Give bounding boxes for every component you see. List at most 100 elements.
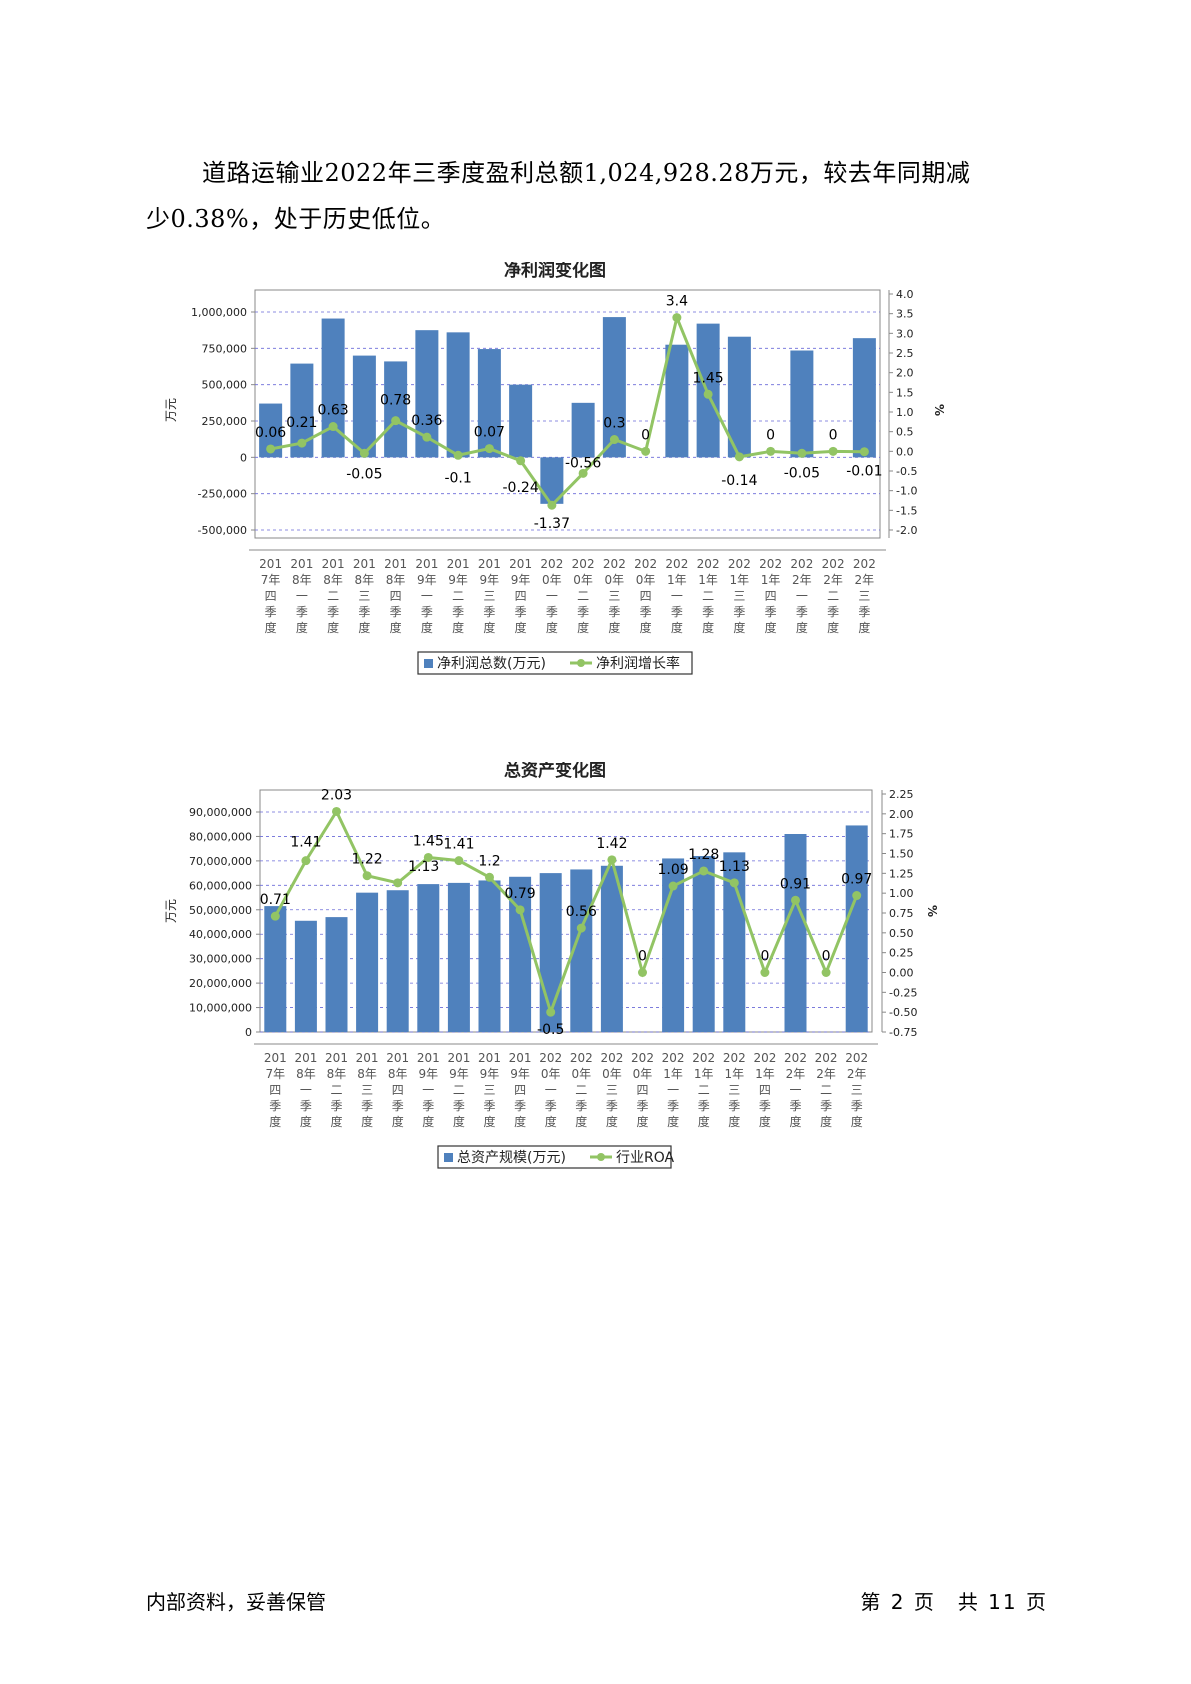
legend-swatch-point: [577, 659, 585, 667]
y2-tick-label: 1.00: [889, 887, 914, 900]
x-tick-label: 9年: [480, 1067, 500, 1081]
x-tick-label: 二: [327, 589, 339, 603]
x-tick-label: 度: [361, 1114, 373, 1129]
legend-box: [417, 651, 693, 675]
data-label: 1.42: [596, 836, 627, 852]
x-tick-label: 202: [631, 1051, 654, 1065]
bar: [727, 336, 751, 458]
x-tick-label: 202: [753, 1051, 776, 1065]
line-point: [266, 444, 276, 454]
data-label: 0.97: [841, 872, 872, 888]
x-tick-label: 二: [577, 589, 589, 603]
x-tick-label: 一: [671, 589, 683, 603]
x-tick-label: 202: [759, 557, 782, 571]
x-tick-label: 8年: [386, 573, 406, 587]
data-label: 1.09: [658, 862, 689, 878]
x-tick-label: 季: [759, 1099, 771, 1113]
paragraph-line-1: 道路运输业2022年三季度盈利总额1,024,928.28万元，较去年同期减: [202, 159, 971, 187]
x-tick-label: 202: [540, 557, 563, 571]
bar: [294, 920, 317, 1032]
x-tick-label: 202: [853, 557, 876, 571]
x-tick-label: 三: [728, 1083, 740, 1097]
x-tick-label: 202: [790, 557, 813, 571]
data-label: 0.56: [566, 904, 597, 920]
chart-title: 总资产变化图: [504, 762, 606, 781]
x-tick-label: 四: [392, 1083, 404, 1097]
data-label: 3.4: [666, 294, 688, 310]
bar: [852, 338, 876, 458]
x-tick-label: 度: [390, 620, 402, 635]
line-point: [297, 438, 307, 448]
x-tick-label: 8年: [357, 1067, 377, 1081]
x-tick-label: 度: [514, 1114, 526, 1129]
y-tick-label: 60,000,000: [189, 879, 252, 892]
x-tick-label: 季: [575, 1099, 587, 1113]
data-label: 0.71: [260, 892, 291, 908]
y-axis-label: 万元: [164, 899, 178, 923]
x-tick-label: 202: [665, 557, 688, 571]
x-tick-label: 0年: [542, 573, 562, 587]
data-label: -0.05: [784, 465, 820, 481]
y2-tick-label: -0.5: [896, 465, 917, 478]
data-label: 0.79: [505, 886, 536, 902]
x-tick-label: 二: [575, 1083, 587, 1097]
x-tick-label: 度: [789, 1114, 801, 1129]
legend-box: [437, 1145, 672, 1169]
y2-axis-label: %: [925, 905, 939, 917]
x-tick-label: 201: [353, 557, 376, 571]
x-tick-label: 度: [300, 1114, 312, 1129]
line-point: [484, 444, 494, 454]
x-tick-label: 度: [546, 620, 558, 635]
x-tick-label: 三: [851, 1083, 863, 1097]
y2-tick-label: 1.0: [896, 406, 914, 419]
y-tick-label: 0: [245, 1026, 252, 1039]
x-tick-label: 度: [358, 620, 370, 635]
line-point: [668, 881, 678, 891]
x-tick-label: 季: [483, 1099, 495, 1113]
x-tick-label: 度: [851, 1114, 863, 1129]
footer-confidential: 内部资料，妥善保管: [146, 1590, 326, 1614]
x-tick-label: 季: [640, 605, 652, 619]
y-tick-label: 0: [240, 451, 247, 464]
x-tick-label: 2年: [786, 1067, 806, 1081]
bar: [290, 363, 314, 458]
bar: [325, 917, 348, 1032]
x-tick-label: 度: [575, 1114, 587, 1129]
x-tick-label: 季: [392, 1099, 404, 1113]
paragraph-line-2: 少0.38%，处于历史低位。: [146, 205, 446, 233]
x-tick-label: 7年: [261, 573, 281, 587]
data-label: 1.28: [688, 847, 719, 863]
x-tick-label: 度: [636, 1114, 648, 1129]
y-tick-label: -500,000: [198, 524, 247, 537]
x-tick-label: 季: [820, 1099, 832, 1113]
line-point: [423, 852, 433, 862]
y2-tick-label: 0.50: [889, 927, 914, 940]
x-tick-label: 201: [264, 1051, 287, 1065]
data-label: 1.2: [478, 853, 500, 869]
x-tick-label: 季: [827, 605, 839, 619]
y-tick-label: 40,000,000: [189, 928, 252, 941]
x-tick-label: 201: [384, 557, 407, 571]
bar: [478, 880, 501, 1032]
data-label: 1.45: [413, 833, 444, 849]
x-tick-label: 202: [603, 557, 626, 571]
y-tick-label: 90,000,000: [189, 806, 252, 819]
bar: [602, 317, 626, 458]
line-point: [485, 872, 494, 882]
x-tick-label: 度: [796, 620, 808, 635]
data-label: -0.24: [503, 480, 539, 496]
body-paragraph: 道路运输业2022年三季度盈利总额1,024,928.28万元，较去年同期减 少…: [146, 150, 1046, 242]
x-tick-label: 202: [728, 557, 751, 571]
y-tick-label: 250,000: [202, 415, 248, 428]
data-label: -0.01: [846, 464, 882, 480]
x-tick-label: 201: [447, 557, 470, 571]
x-tick-label: 1年: [755, 1067, 775, 1081]
x-tick-label: 季: [546, 605, 558, 619]
x-tick-label: 一: [546, 589, 558, 603]
data-label: -0.05: [346, 466, 382, 482]
y2-tick-label: 0.75: [889, 907, 914, 920]
x-tick-label: 度: [640, 620, 652, 635]
line-point: [821, 968, 831, 977]
x-tick-label: 度: [421, 620, 433, 635]
bar: [321, 318, 345, 458]
